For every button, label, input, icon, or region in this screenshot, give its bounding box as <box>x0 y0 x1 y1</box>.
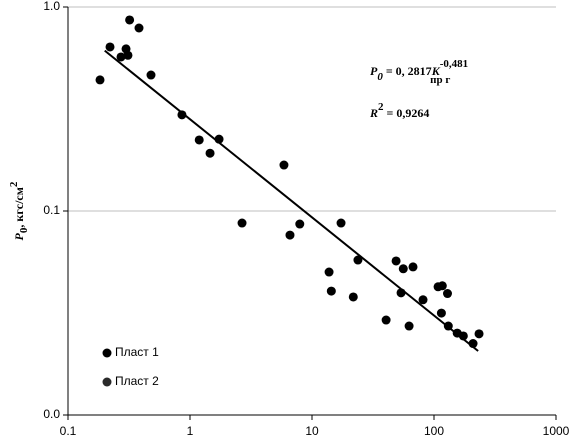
point <box>105 42 115 52</box>
point <box>404 321 414 331</box>
ann-var: K <box>431 64 441 78</box>
point <box>177 110 187 120</box>
point <box>418 295 428 305</box>
ann-sup: -0,481 <box>440 58 468 70</box>
ann-sub: 0 <box>377 71 383 83</box>
point <box>237 218 247 228</box>
annotation-r2: R2 = 0,9264 <box>369 101 429 120</box>
point <box>474 329 484 339</box>
ann-r: R <box>369 106 378 120</box>
point <box>398 264 408 274</box>
y-label-sub: 0 <box>18 227 30 233</box>
point <box>326 286 336 296</box>
y-label-sup: 2 <box>8 181 20 187</box>
point <box>285 230 295 240</box>
point <box>279 160 289 170</box>
ann-r-sup: 2 <box>378 101 384 113</box>
point <box>468 339 478 349</box>
point <box>353 255 363 265</box>
y-label-symbol: P <box>12 232 26 240</box>
y-axis-label: P0, кгс/см2 <box>8 181 30 240</box>
point <box>391 256 401 266</box>
x-tick-label: 100 <box>424 424 444 438</box>
ann-text: = 0, 2817 <box>383 64 432 78</box>
point <box>95 75 105 85</box>
legend-marker <box>102 377 112 387</box>
point <box>396 288 406 298</box>
point <box>295 219 305 229</box>
point <box>214 134 224 144</box>
y-tick-label: 0.1 <box>43 203 60 217</box>
trendline <box>104 49 479 352</box>
y-tick-label: 1.0 <box>43 0 60 13</box>
point <box>381 315 391 325</box>
point <box>134 23 144 33</box>
point <box>146 70 156 80</box>
ann-r-text: = 0,9264 <box>384 106 430 120</box>
point <box>194 135 204 145</box>
point <box>205 148 215 158</box>
point <box>336 218 346 228</box>
point <box>437 281 447 291</box>
annotation-formula: P0 = 0, 2817K-0,481 пр г <box>370 58 468 86</box>
ann-symbol: P <box>370 64 378 78</box>
y-label-unit: , кгс/см <box>12 187 26 228</box>
legend-label: Пласт 2 <box>115 374 159 388</box>
point <box>125 15 135 25</box>
y-tick-label: 0.0 <box>43 407 60 421</box>
point <box>116 52 126 62</box>
legend-label: Пласт 1 <box>115 345 159 359</box>
x-tick-label: 10 <box>305 424 319 438</box>
point <box>443 321 453 331</box>
point <box>436 308 446 318</box>
point <box>458 331 468 341</box>
point <box>324 267 334 277</box>
ann-var-sub: пр г <box>430 74 450 86</box>
x-tick-label: 1 <box>187 424 194 438</box>
point <box>348 292 358 302</box>
point <box>408 262 418 272</box>
legend-marker <box>102 348 112 358</box>
x-tick-label: 0.1 <box>60 424 77 438</box>
x-tick-label: 1000 <box>543 424 570 438</box>
point <box>442 289 452 299</box>
point <box>123 50 133 60</box>
